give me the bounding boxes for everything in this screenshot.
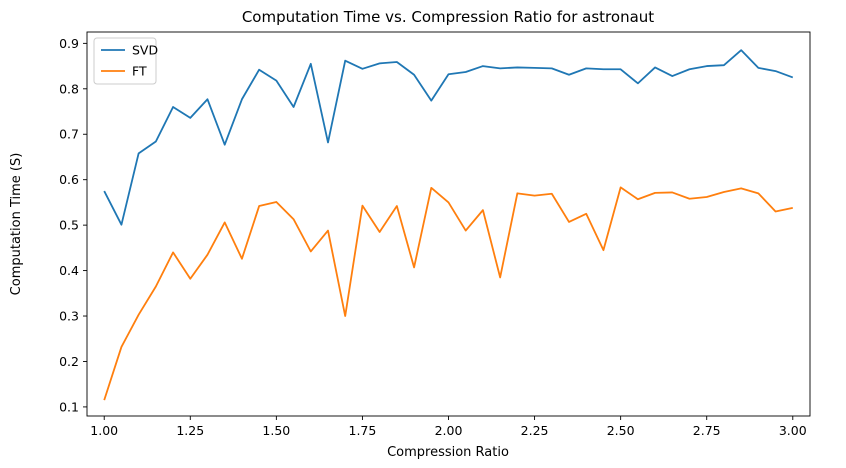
x-tick-label: 1.75 (349, 423, 377, 438)
y-tick-label: 0.3 (59, 309, 79, 324)
y-tick-label: 0.7 (59, 127, 79, 142)
legend-label-svd: SVD (132, 43, 158, 58)
x-tick-label: 3.00 (779, 423, 807, 438)
series-line-svd (103, 49, 794, 226)
x-tick-label: 1.50 (262, 423, 290, 438)
x-tick-label: 1.00 (90, 423, 118, 438)
x-axis: 1.00 1.25 1.50 1.75 2.00 2.25 2.50 2.75 3.00 (90, 416, 807, 438)
y-tick-label: 0.4 (59, 263, 79, 278)
series-line-ft (103, 186, 793, 401)
x-tick-label: 2.00 (435, 423, 463, 438)
x-tick-label: 2.25 (521, 423, 549, 438)
y-axis: 0.1 0.2 0.3 0.4 0.5 0.6 0.7 0.8 0.9 (59, 36, 87, 414)
plot-frame (86, 31, 811, 417)
legend-label-ft: FT (132, 64, 147, 79)
plot-area (86, 31, 811, 417)
y-tick-label: 0.6 (59, 172, 79, 187)
y-tick-label: 0.1 (59, 399, 79, 414)
y-tick-label: 0.9 (59, 36, 79, 51)
x-axis-label: Compression Ratio (387, 445, 509, 460)
x-tick-label: 1.25 (176, 423, 204, 438)
x-tick-label: 2.75 (693, 423, 721, 438)
y-tick-label: 0.2 (59, 354, 79, 369)
y-tick-label: 0.8 (59, 81, 79, 96)
x-tick-label: 2.50 (607, 423, 635, 438)
chart-title: Computation Time vs. Compression Ratio f… (242, 8, 654, 26)
y-tick-label: 0.5 (59, 218, 79, 233)
legend: SVD FT (93, 37, 158, 85)
y-axis-label: Computation Time (S) (9, 153, 24, 296)
